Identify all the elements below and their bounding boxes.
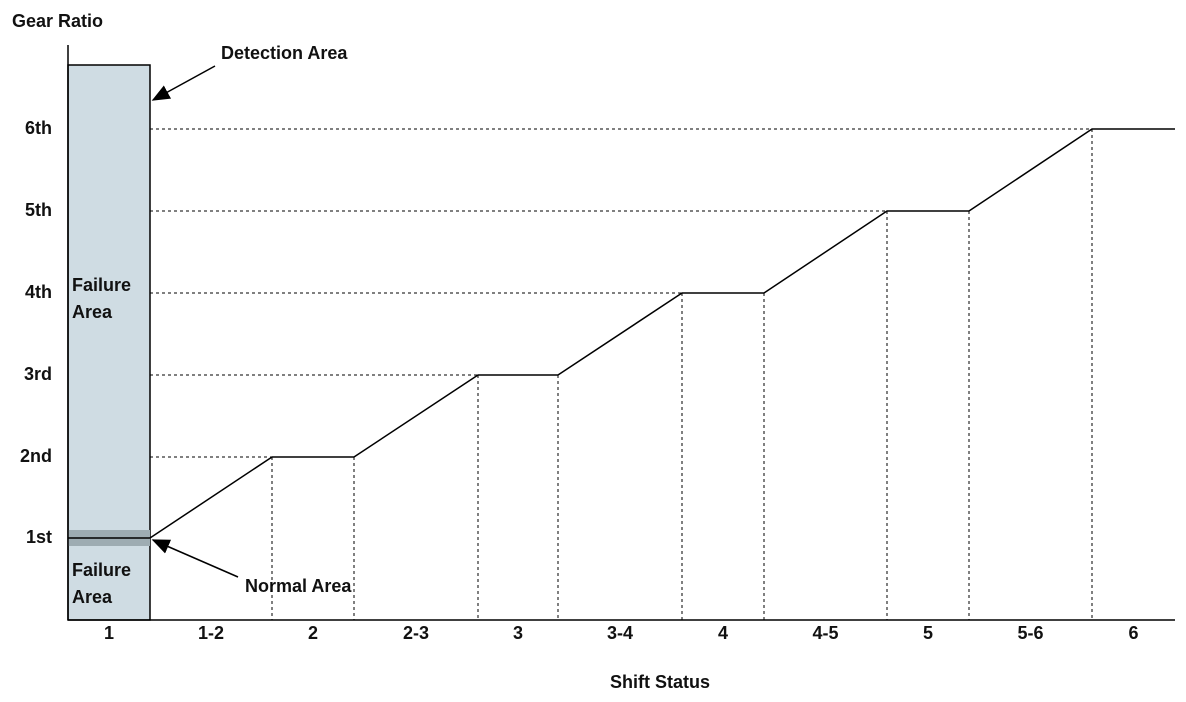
y-tick-label: 5th: [25, 200, 52, 220]
x-tick-label: 5: [923, 623, 933, 643]
detection-area: [67, 64, 151, 621]
x-axis-title: Shift Status: [610, 672, 710, 692]
y-axis-title: Gear Ratio: [12, 11, 103, 31]
x-tick-label: 6: [1128, 623, 1138, 643]
detection-area-label: Detection Area: [221, 43, 348, 63]
x-tick-label: 5-6: [1017, 623, 1043, 643]
gear-ratio-line: [149, 128, 1175, 539]
y-tick-label: 6th: [25, 118, 52, 138]
y-tick-label: 3rd: [24, 364, 52, 384]
y-tick-label: 4th: [25, 282, 52, 302]
normal-arrow: [151, 539, 239, 578]
failure-area-label: Failure: [72, 560, 131, 580]
x-tick-label: 3-4: [607, 623, 633, 643]
failure-area-label: Failure: [72, 275, 131, 295]
x-tick-label: 3: [513, 623, 523, 643]
failure-area-label: Area: [72, 302, 113, 322]
x-tick-label: 1: [104, 623, 114, 643]
x-tick-label: 4-5: [812, 623, 838, 643]
detection-arrow: [151, 65, 216, 101]
x-tick-label: 2-3: [403, 623, 429, 643]
x-tick-label: 4: [718, 623, 728, 643]
y-tick-label: 2nd: [20, 446, 52, 466]
failure-area-label: Area: [72, 587, 113, 607]
normal-area-label: Normal Area: [245, 576, 352, 596]
x-tick-label: 1-2: [198, 623, 224, 643]
y-tick-label: 1st: [26, 527, 52, 547]
x-tick-label: 2: [308, 623, 318, 643]
